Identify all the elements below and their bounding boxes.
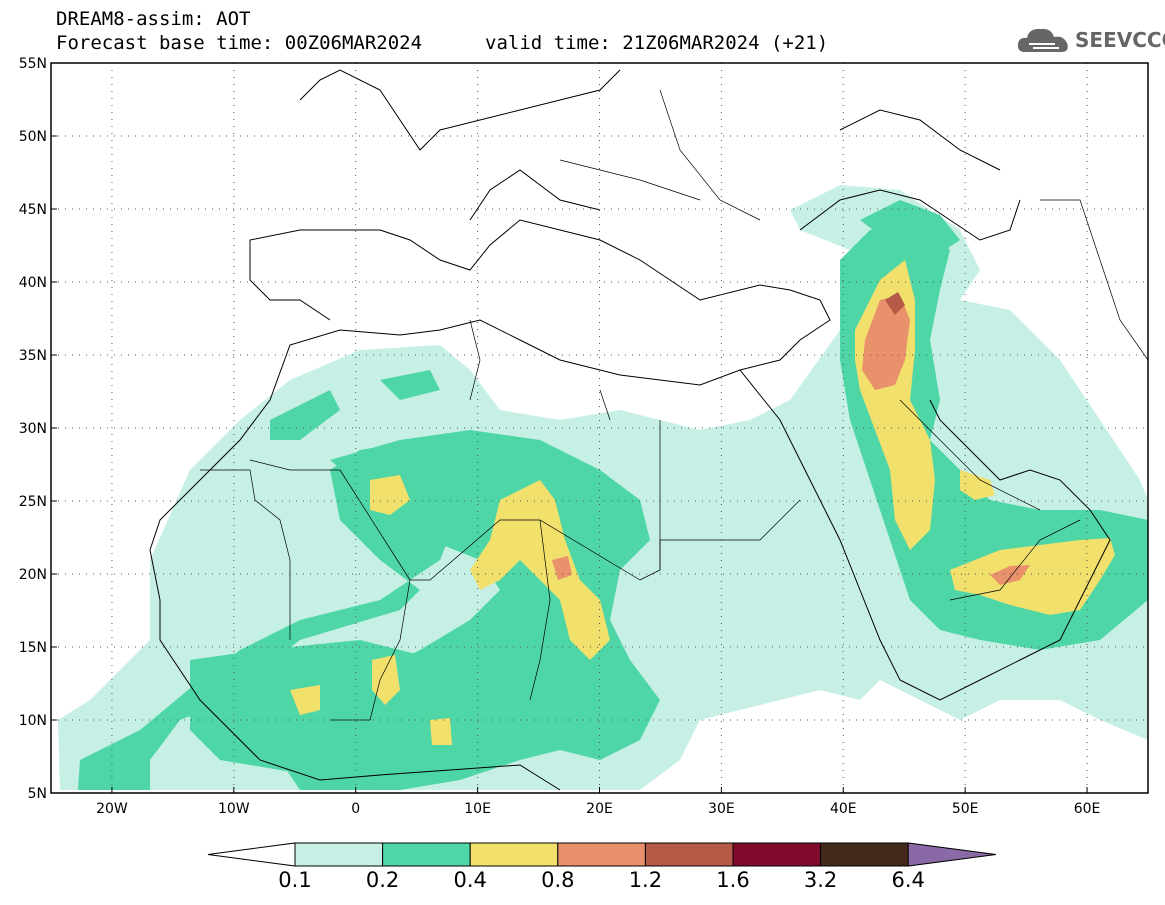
lon-label: 40E — [830, 801, 857, 817]
colorbar-label: 0.2 — [365, 868, 400, 892]
lon-label: 20E — [586, 801, 613, 817]
colorbar-box — [294, 842, 384, 867]
lon-label: 10W — [218, 801, 250, 817]
valid-time: valid time: 21Z06MAR2024 (+21) — [485, 32, 829, 54]
lat-label: 30N — [19, 421, 47, 437]
colorbar-label: 0.8 — [541, 868, 575, 892]
seevccc-logo: SEEVCCC — [1015, 20, 1165, 60]
lon-label: 60E — [1074, 801, 1101, 817]
longitude-axis: 20W 10W 0 10E 20E 30E 40E 50E 60E — [96, 787, 1100, 817]
aot-fill-0.4 — [290, 260, 1115, 745]
lat-label: 45N — [19, 202, 47, 218]
lat-label: 25N — [19, 494, 47, 510]
coastlines — [149, 69, 1111, 791]
lat-label: 5N — [28, 786, 47, 802]
country-borders — [200, 89, 1148, 721]
colorbar-label: 0.4 — [453, 868, 487, 892]
cloud-icon — [1017, 28, 1068, 52]
lon-label: 30E — [708, 801, 735, 817]
aot-fill-1.2 — [885, 292, 905, 315]
lon-label: 50E — [952, 801, 979, 817]
colorbar-box — [644, 842, 734, 867]
colorbar-box — [732, 842, 822, 867]
colorbar-under-arrow — [207, 842, 296, 867]
lat-label: 55N — [19, 56, 47, 72]
lon-label: 10E — [464, 801, 491, 817]
colorbar-label: 1.2 — [628, 868, 663, 892]
forecast-base-time: Forecast base time: 00Z06MAR2024 — [56, 32, 423, 54]
latitude-axis: 55N 50N 45N 40N 35N 30N 25N 20N 15N 10N 5N — [19, 56, 57, 802]
title-line-1: DREAM8-assim: AOT — [56, 8, 251, 30]
colorbar-box — [820, 842, 909, 867]
lat-label: 40N — [19, 275, 47, 291]
colorbar-label: 3.2 — [803, 868, 838, 892]
aot-fill-0.8 — [552, 295, 1030, 585]
lat-label: 35N — [19, 348, 47, 364]
lon-label: 0 — [351, 801, 360, 817]
gridlines — [51, 63, 1148, 793]
lat-label: 15N — [19, 640, 47, 656]
lat-label: 20N — [19, 567, 47, 583]
colorbar-over-arrow — [907, 842, 997, 867]
lon-label: 20W — [96, 801, 128, 817]
lat-label: 10N — [19, 713, 47, 729]
colorbar-label: 6.4 — [891, 868, 925, 892]
colorbar-box — [469, 842, 559, 867]
colorbar-box — [557, 842, 646, 867]
logo-text: SEEVCCC — [1075, 28, 1165, 52]
lat-label: 50N — [19, 129, 47, 145]
colorbar-label: 0.1 — [278, 868, 312, 892]
colorbar-label: 1.6 — [716, 868, 750, 892]
colorbar-box — [382, 842, 471, 867]
